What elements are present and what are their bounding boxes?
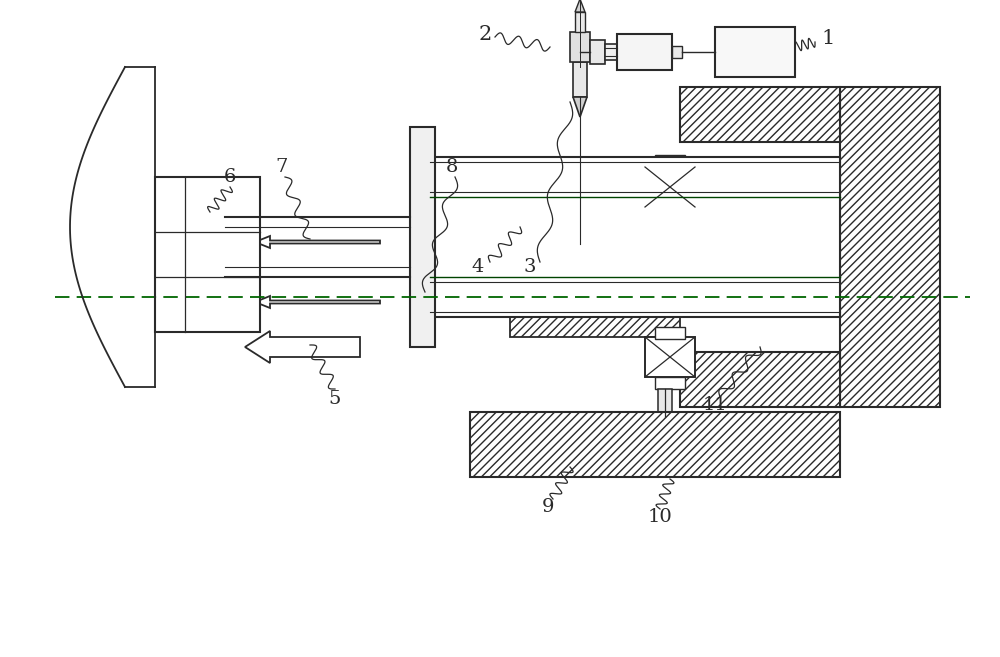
Bar	[645, 337, 695, 377]
Text: 1: 1	[821, 30, 835, 49]
Bar	[605, 44, 617, 60]
Bar	[645, 167, 695, 207]
Text: 4: 4	[472, 258, 484, 276]
Bar	[645, 167, 695, 207]
Bar	[573, 62, 587, 97]
Text: 5: 5	[329, 390, 341, 408]
FancyArrow shape	[245, 331, 360, 363]
Text: 6: 6	[224, 168, 236, 186]
Polygon shape	[575, 0, 585, 12]
Text: 3: 3	[524, 258, 536, 276]
Text: 9: 9	[542, 498, 554, 516]
Bar	[658, 389, 672, 417]
Bar	[570, 32, 590, 62]
Bar	[680, 352, 840, 407]
Bar	[660, 415, 670, 445]
Bar	[430, 157, 840, 317]
Text: 10: 10	[648, 508, 672, 526]
Bar	[672, 46, 682, 58]
Bar	[655, 377, 685, 389]
Bar	[655, 155, 685, 167]
FancyArrow shape	[255, 296, 380, 308]
Bar	[655, 205, 685, 217]
Bar	[575, 12, 585, 32]
Text: 8: 8	[446, 158, 458, 176]
Bar	[155, 177, 260, 332]
Bar	[470, 412, 840, 477]
Text: 2: 2	[478, 24, 492, 43]
Bar	[715, 27, 795, 77]
Polygon shape	[573, 97, 587, 117]
Polygon shape	[658, 445, 672, 459]
Bar	[510, 292, 680, 337]
Bar	[680, 87, 840, 142]
Bar	[617, 34, 672, 70]
FancyArrow shape	[255, 236, 380, 248]
Bar	[590, 40, 605, 64]
Bar	[645, 337, 695, 377]
Bar	[410, 127, 435, 347]
Bar	[840, 87, 940, 407]
Bar	[655, 327, 685, 339]
Text: 7: 7	[276, 158, 288, 176]
Bar	[510, 202, 680, 252]
Text: 11: 11	[703, 396, 727, 414]
